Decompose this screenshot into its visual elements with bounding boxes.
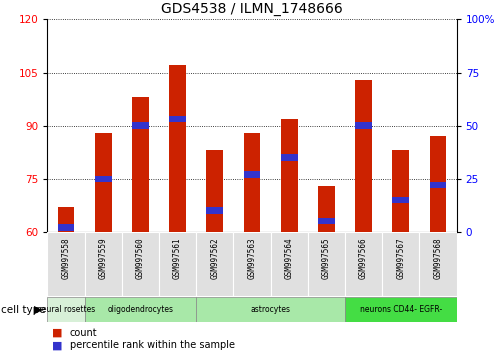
Bar [169,65,186,232]
Bar [318,186,335,232]
Text: neurons CD44- EGFR-: neurons CD44- EGFR- [360,305,442,314]
Text: ■: ■ [52,340,63,350]
Text: ■: ■ [52,328,63,338]
Text: GSM997564: GSM997564 [285,237,294,279]
Text: GSM997566: GSM997566 [359,237,368,279]
Text: GSM997568: GSM997568 [434,237,443,279]
Bar [345,232,382,296]
Text: GSM997563: GSM997563 [248,237,256,279]
Bar [244,133,260,232]
Text: GSM997562: GSM997562 [210,237,219,279]
Bar [355,122,372,129]
Bar [132,97,149,232]
Bar [345,297,457,322]
Bar [207,207,223,214]
Bar [430,136,447,232]
Bar [57,224,74,231]
Bar [159,232,196,296]
Bar [95,176,112,182]
Bar [169,116,186,122]
Bar [392,197,409,203]
Bar [430,182,447,188]
Text: GSM997559: GSM997559 [99,237,108,279]
Text: GSM997561: GSM997561 [173,237,182,279]
Text: oligodendrocytes: oligodendrocytes [107,305,173,314]
Text: count: count [70,328,97,338]
Bar [355,80,372,232]
Bar [281,154,297,161]
Text: GSM997565: GSM997565 [322,237,331,279]
Bar [85,297,196,322]
Bar [234,232,270,296]
Text: ▶: ▶ [34,305,42,315]
Bar [419,232,457,296]
Bar [308,232,345,296]
Title: GDS4538 / ILMN_1748666: GDS4538 / ILMN_1748666 [161,2,343,16]
Bar [244,171,260,178]
Text: percentile rank within the sample: percentile rank within the sample [70,340,235,350]
Text: astrocytes: astrocytes [250,305,290,314]
Text: cell type: cell type [1,305,45,315]
Bar [281,119,297,232]
Text: neural rosettes: neural rosettes [37,305,95,314]
Bar [122,232,159,296]
Bar [270,232,308,296]
Bar [57,207,74,232]
Bar [95,133,112,232]
Bar [318,218,335,224]
Bar [382,232,419,296]
Text: GSM997560: GSM997560 [136,237,145,279]
Bar [132,122,149,129]
Text: GSM997567: GSM997567 [396,237,405,279]
Text: GSM997558: GSM997558 [61,237,70,279]
Bar [196,232,234,296]
Bar [196,297,345,322]
Bar [392,150,409,232]
Bar [85,232,122,296]
Bar [207,150,223,232]
Bar [47,232,85,296]
Bar [47,297,85,322]
